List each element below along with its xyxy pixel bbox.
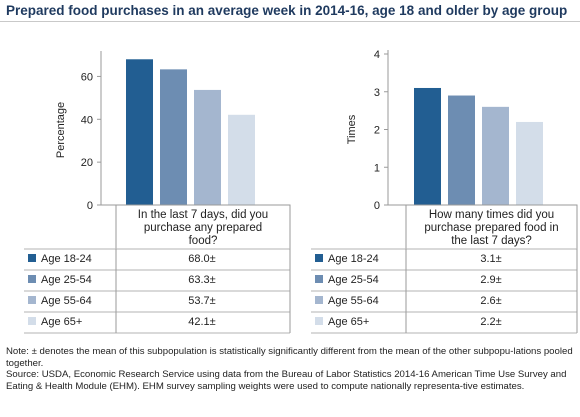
value-label: 42.1±	[188, 316, 215, 328]
y-tick-label: 1	[374, 162, 380, 174]
legend-swatch	[315, 275, 323, 283]
bar-age-25-54	[448, 95, 475, 205]
y-axis-title: Times	[346, 114, 358, 144]
value-label: 2.6±	[480, 295, 501, 307]
question-cell	[405, 204, 578, 250]
question-line: How many times did you	[429, 209, 554, 221]
significance-note: Note: ± denotes the mean of this subpopu…	[6, 346, 573, 369]
chart-title: Prepared food purchases in an average we…	[6, 3, 568, 18]
legend-swatch	[28, 275, 36, 283]
y-axis-title: Percentage	[55, 102, 67, 158]
legend-swatch	[28, 296, 36, 304]
y-tick-label: 0	[374, 200, 380, 212]
category-label: Age 18-24	[328, 253, 379, 265]
category-label: Age 25-54	[41, 274, 92, 286]
value-label: 3.1±	[480, 253, 501, 265]
bar-age-55-64	[482, 106, 509, 205]
legend-swatch	[28, 317, 36, 325]
legend-swatch	[315, 254, 323, 262]
value-label: 2.9±	[480, 274, 501, 286]
question-text: In the last 7 days, did you purchase any …	[138, 209, 268, 247]
y-tick-label: 40	[81, 114, 93, 126]
value-label: 68.0±	[188, 253, 215, 265]
question-line: In the last 7 days, did you	[138, 209, 268, 221]
category-label: Age 55-64	[41, 295, 92, 307]
percentage-chart: 0 20 40 60 Percentage In the last 7 days, did…	[24, 51, 291, 334]
title-divider	[0, 21, 580, 22]
question-cell	[115, 204, 291, 250]
legend-swatch	[28, 254, 36, 262]
y-tick-label: 3	[374, 87, 380, 99]
question-line: food?	[189, 235, 218, 247]
value-label: 53.7±	[188, 295, 215, 307]
footnote: Note: ± denotes the mean of this subpopu…	[6, 346, 576, 392]
y-tick-label: 2	[374, 125, 380, 137]
legend-swatch	[315, 296, 323, 304]
y-tick-label: 60	[81, 71, 93, 83]
category-label: Age 65+	[328, 316, 369, 328]
question-line: the last 7 days?	[451, 235, 532, 247]
category-label: Age 55-64	[328, 295, 379, 307]
y-tick-label: 20	[81, 157, 93, 169]
bar-age-18-24	[414, 87, 441, 205]
question-text: How many times did you purchase prepared …	[424, 209, 558, 247]
bar-age-25-54	[160, 69, 187, 205]
y-tick-label: 0	[87, 200, 93, 212]
bar-age-55-64	[194, 89, 221, 205]
category-label: Age 25-54	[328, 274, 379, 286]
y-tick-label: 4	[374, 49, 380, 61]
category-label: Age 18-24	[41, 253, 92, 265]
bar-age-65-	[516, 121, 543, 205]
legend-swatch	[315, 317, 323, 325]
value-label: 63.3±	[188, 274, 215, 286]
source-note: Source: USDA, Economic Research Service …	[6, 369, 567, 392]
category-label: Age 65+	[41, 316, 82, 328]
times-chart: 0 1 2 3 4 Times How many times did you purchase…	[311, 49, 578, 334]
question-line: purchase prepared food in	[424, 222, 558, 234]
bar-age-18-24	[126, 59, 153, 206]
value-label: 2.2±	[480, 316, 501, 328]
question-line: purchase any prepared	[144, 222, 262, 234]
bar-age-65-	[228, 114, 255, 205]
